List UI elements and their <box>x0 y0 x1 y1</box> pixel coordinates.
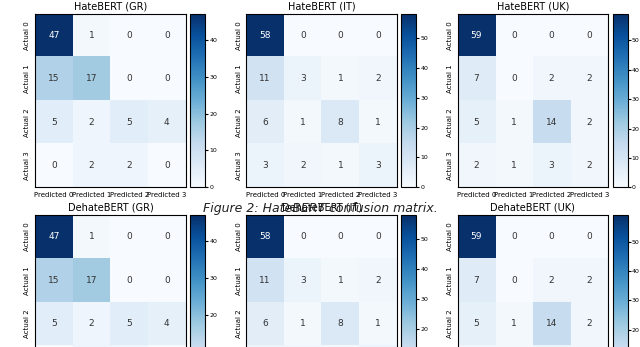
Text: 5: 5 <box>51 118 57 127</box>
Text: 5: 5 <box>126 319 132 328</box>
Title: HateBERT (IT): HateBERT (IT) <box>288 2 355 12</box>
Text: 47: 47 <box>48 232 60 241</box>
Text: 6: 6 <box>262 319 268 328</box>
Text: 4: 4 <box>164 118 170 127</box>
Text: 1: 1 <box>89 232 95 241</box>
Text: 0: 0 <box>586 31 592 40</box>
Text: 2: 2 <box>586 276 592 285</box>
Text: 0: 0 <box>337 31 343 40</box>
Text: 1: 1 <box>375 319 381 328</box>
Text: 4: 4 <box>164 319 170 328</box>
Text: 2: 2 <box>375 75 381 83</box>
Text: 1: 1 <box>511 118 517 127</box>
Text: 11: 11 <box>259 75 271 83</box>
Text: 0: 0 <box>548 31 554 40</box>
Text: 0: 0 <box>126 276 132 285</box>
Text: 5: 5 <box>51 319 57 328</box>
Text: 1: 1 <box>511 161 517 170</box>
Text: 5: 5 <box>474 118 479 127</box>
Text: 0: 0 <box>511 75 517 83</box>
Title: DehateBERT (GR): DehateBERT (GR) <box>68 203 153 213</box>
Title: DehateBERT (UK): DehateBERT (UK) <box>490 203 575 213</box>
Text: 0: 0 <box>511 232 517 241</box>
Text: 2: 2 <box>586 118 592 127</box>
Title: HateBERT (UK): HateBERT (UK) <box>497 2 569 12</box>
Text: 6: 6 <box>262 118 268 127</box>
Text: 0: 0 <box>548 232 554 241</box>
Text: 3: 3 <box>300 276 306 285</box>
Text: 0: 0 <box>300 31 306 40</box>
Text: 3: 3 <box>375 161 381 170</box>
Text: 17: 17 <box>86 276 97 285</box>
Text: 8: 8 <box>337 118 343 127</box>
Text: 2: 2 <box>126 161 132 170</box>
Text: 0: 0 <box>511 276 517 285</box>
Text: 17: 17 <box>86 75 97 83</box>
Text: 2: 2 <box>89 118 95 127</box>
Text: 2: 2 <box>474 161 479 170</box>
Text: 2: 2 <box>375 276 381 285</box>
Text: 0: 0 <box>300 232 306 241</box>
Text: 59: 59 <box>470 232 482 241</box>
Text: 5: 5 <box>474 319 479 328</box>
Text: 0: 0 <box>375 232 381 241</box>
Text: 5: 5 <box>126 118 132 127</box>
Text: 2: 2 <box>89 319 95 328</box>
Text: 59: 59 <box>470 31 482 40</box>
Text: 0: 0 <box>164 31 170 40</box>
Text: 58: 58 <box>259 232 271 241</box>
Text: 11: 11 <box>259 276 271 285</box>
Text: 2: 2 <box>586 319 592 328</box>
Title: DehateBERT (IT): DehateBERT (IT) <box>282 203 362 213</box>
Text: 0: 0 <box>126 75 132 83</box>
Text: 1: 1 <box>337 161 343 170</box>
Text: 15: 15 <box>48 75 60 83</box>
Text: 1: 1 <box>337 276 343 285</box>
Text: 2: 2 <box>586 161 592 170</box>
Text: 0: 0 <box>511 31 517 40</box>
Text: 0: 0 <box>126 232 132 241</box>
Text: 0: 0 <box>164 276 170 285</box>
Text: 1: 1 <box>337 75 343 83</box>
Text: 1: 1 <box>375 118 381 127</box>
Title: HateBERT (GR): HateBERT (GR) <box>74 2 147 12</box>
Text: 0: 0 <box>375 31 381 40</box>
Text: 8: 8 <box>337 319 343 328</box>
Text: 1: 1 <box>300 118 306 127</box>
Text: 1: 1 <box>89 31 95 40</box>
Text: 3: 3 <box>262 161 268 170</box>
Text: 2: 2 <box>548 75 554 83</box>
Text: 3: 3 <box>300 75 306 83</box>
Text: 0: 0 <box>586 232 592 241</box>
Text: 58: 58 <box>259 31 271 40</box>
Text: 0: 0 <box>126 31 132 40</box>
Text: 2: 2 <box>89 161 95 170</box>
Text: 0: 0 <box>51 161 57 170</box>
Text: 1: 1 <box>300 319 306 328</box>
Text: 7: 7 <box>474 276 479 285</box>
Text: 7: 7 <box>474 75 479 83</box>
Text: Figure 2: HateBERT confusion matrix.: Figure 2: HateBERT confusion matrix. <box>203 202 437 215</box>
Text: 2: 2 <box>548 276 554 285</box>
Text: 1: 1 <box>511 319 517 328</box>
Text: 3: 3 <box>548 161 554 170</box>
Text: 47: 47 <box>48 31 60 40</box>
Text: 14: 14 <box>546 118 557 127</box>
Text: 2: 2 <box>300 161 306 170</box>
Text: 14: 14 <box>546 319 557 328</box>
Text: 0: 0 <box>337 232 343 241</box>
Text: 0: 0 <box>164 161 170 170</box>
Text: 2: 2 <box>586 75 592 83</box>
Text: 0: 0 <box>164 232 170 241</box>
Text: 15: 15 <box>48 276 60 285</box>
Text: 0: 0 <box>164 75 170 83</box>
